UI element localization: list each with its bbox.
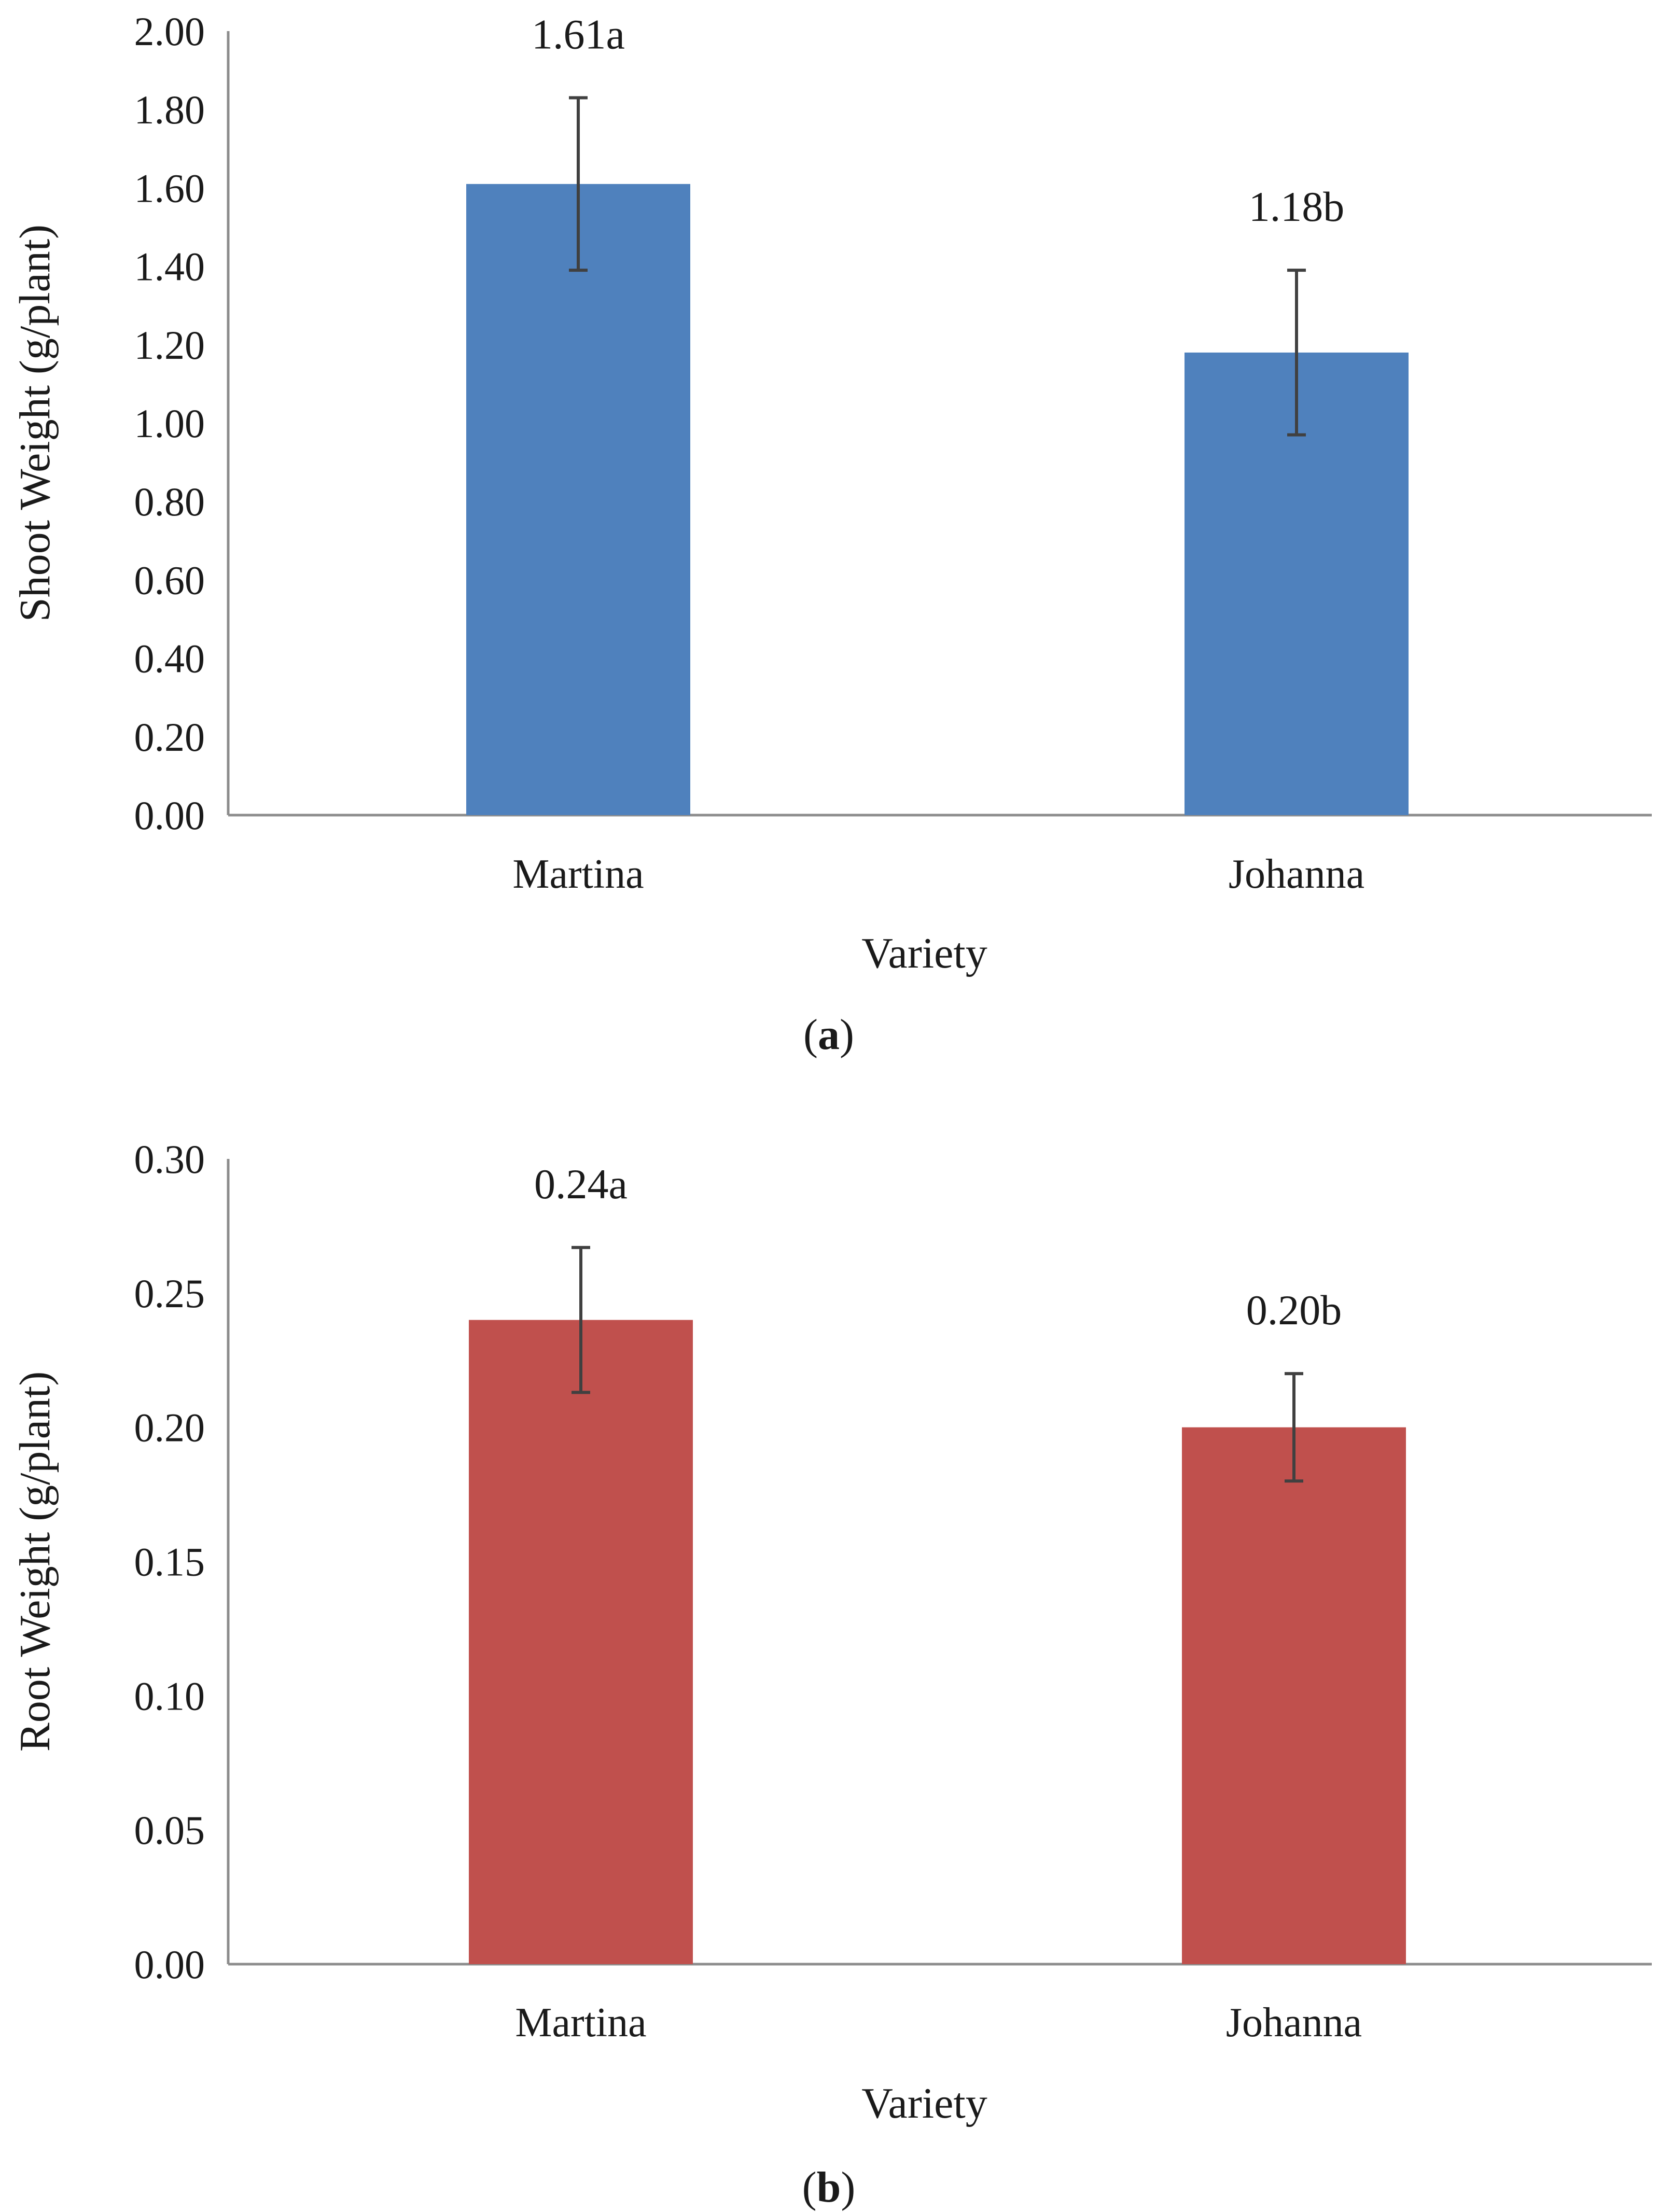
x-category-label: Johanna: [1229, 851, 1364, 897]
y-tick-label: 0.00: [134, 793, 205, 838]
chart-b: 0.00 0.05 0.10 0.15 0.20 0.25 0.30 0.24a Martina…: [11, 1137, 1652, 2211]
y-tick-label: 0.60: [134, 557, 205, 603]
x-category-label: Johanna: [1226, 2000, 1362, 2046]
chart-a: 0.00 0.20 0.40 0.60 0.80 1.00 1.20 1.40 1.60 1.80…: [11, 9, 1652, 1059]
y-tick-label: 0.30: [134, 1137, 205, 1182]
caption-close-paren: ): [840, 1011, 854, 1059]
y-tick-label: 0.20: [134, 1405, 205, 1450]
y-axis-title: Shoot Weight (g/plant): [11, 225, 59, 622]
y-tick-label: 0.15: [134, 1539, 205, 1585]
x-category-label: Martina: [515, 2000, 646, 2046]
y-tick-label: 0.25: [134, 1271, 205, 1316]
data-label: 1.61a: [532, 11, 625, 58]
x-category-label: Martina: [512, 851, 644, 897]
y-tick-label: 0.40: [134, 636, 205, 681]
bar-johanna: [1182, 1427, 1406, 1964]
y-tick-label: 1.40: [134, 244, 205, 289]
x-axis-title: Variety: [861, 929, 987, 977]
y-tick-label: 1.80: [134, 87, 205, 132]
y-tick-label: 1.20: [134, 323, 205, 368]
data-label: 0.24a: [534, 1160, 628, 1208]
y-tick-label: 0.80: [134, 479, 205, 524]
caption-close-paren: ): [841, 2163, 855, 2211]
x-axis-title: Variety: [861, 2079, 987, 2127]
y-tick-label: 0.00: [134, 1942, 205, 1987]
caption-open-paren: (: [802, 2163, 817, 2211]
y-tick-label: 1.60: [134, 165, 205, 211]
bar-martina: [469, 1320, 693, 1964]
data-label: 1.18b: [1249, 183, 1345, 230]
y-tick-label: 0.20: [134, 715, 205, 760]
y-tick-label: 1.00: [134, 401, 205, 446]
caption-letter: a: [818, 1011, 840, 1059]
caption-open-paren: (: [803, 1011, 818, 1059]
caption-letter: b: [817, 2163, 841, 2211]
panel-caption: (a): [803, 1011, 854, 1059]
y-axis-title: Root Weight (g/plant): [11, 1371, 59, 1752]
y-tick-label: 0.10: [134, 1673, 205, 1718]
data-label: 0.20b: [1246, 1286, 1342, 1334]
panel-caption: (b): [802, 2163, 856, 2211]
y-tick-label: 2.00: [134, 9, 205, 54]
bar-martina: [466, 184, 690, 816]
y-tick-label: 0.05: [134, 1808, 205, 1853]
